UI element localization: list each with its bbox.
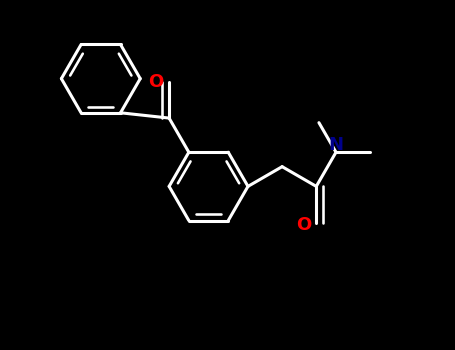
Text: N: N	[329, 136, 344, 154]
Text: O: O	[148, 73, 163, 91]
Text: O: O	[296, 216, 311, 234]
